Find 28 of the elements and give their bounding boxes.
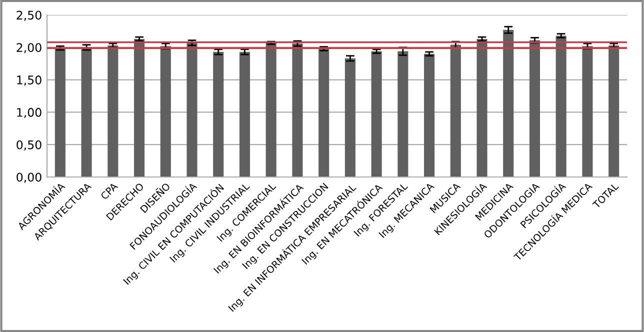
bar (318, 48, 330, 177)
y-tick-label: 0,00 (16, 172, 42, 183)
bar (398, 51, 408, 177)
bar (134, 38, 145, 177)
bar (186, 42, 198, 177)
bar (450, 44, 461, 177)
bar (81, 47, 92, 177)
bar (529, 40, 540, 177)
bar (108, 45, 118, 177)
bar (476, 38, 488, 177)
y-tick-label: 0,50 (16, 140, 42, 150)
bar (371, 51, 382, 177)
bar (160, 46, 171, 177)
bar (582, 46, 593, 177)
y-tick-label: 1,50 (17, 76, 42, 86)
y-tick-label: 2,50 (16, 10, 42, 21)
bar (608, 45, 620, 177)
bar (503, 30, 514, 177)
bar (54, 48, 66, 177)
y-tick-label: 1,00 (17, 108, 42, 118)
y-tick-label: 2,00 (16, 43, 42, 54)
bar (292, 44, 303, 177)
bar (266, 42, 276, 177)
bar (556, 36, 566, 177)
bar (239, 52, 250, 177)
bar (424, 54, 435, 177)
bar (213, 52, 224, 177)
bar (344, 58, 356, 177)
